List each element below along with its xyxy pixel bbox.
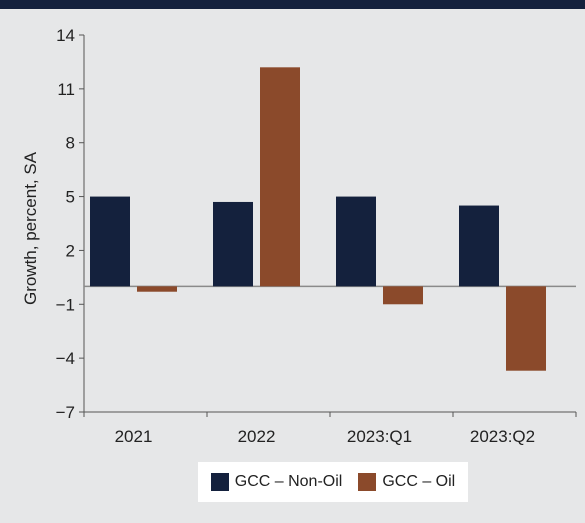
y-tick-label: −4 bbox=[56, 349, 75, 368]
y-tick-label: 5 bbox=[66, 188, 75, 207]
legend-item-non-oil: GCC – Non-Oil bbox=[210, 473, 343, 491]
y-tick-label: −7 bbox=[56, 403, 75, 422]
bar-oil-2021 bbox=[137, 286, 177, 292]
bar-non-oil-2023-q1 bbox=[336, 196, 376, 287]
y-tick-label: 8 bbox=[66, 134, 75, 153]
y-tick-label: −1 bbox=[56, 295, 75, 314]
x-tick-label: 2021 bbox=[115, 427, 153, 446]
x-tick-label: 2023:Q2 bbox=[470, 427, 535, 446]
legend: GCC – Non-Oil GCC – Oil bbox=[198, 462, 468, 502]
legend-label-oil: GCC – Oil bbox=[382, 473, 456, 490]
bar-oil-2022 bbox=[260, 67, 300, 287]
top-rule bbox=[0, 0, 585, 9]
y-axis-title: Growth, percent, SA bbox=[21, 151, 40, 305]
plot-area: 14 11 8 5 2 −1 −4 −7 2021 2022 2023:Q1 2023:Q2 bbox=[56, 26, 577, 446]
y-tick-label: 14 bbox=[56, 26, 75, 45]
y-tick-label: 2 bbox=[66, 241, 75, 260]
legend-item-oil: GCC – Oil bbox=[358, 473, 455, 491]
bar-non-oil-2023-q2 bbox=[459, 205, 499, 287]
legend-swatch-non-oil bbox=[210, 473, 229, 491]
bar-non-oil-2021 bbox=[90, 196, 130, 287]
legend-swatch-oil bbox=[358, 473, 377, 491]
bar-non-oil-2022 bbox=[213, 201, 253, 287]
bar-oil-2023-q2 bbox=[506, 286, 546, 371]
x-tick-label: 2022 bbox=[238, 427, 276, 446]
legend-label-non-oil: GCC – Non-Oil bbox=[234, 473, 343, 490]
bar-oil-2023-q1 bbox=[383, 286, 423, 305]
y-tick-label: 11 bbox=[57, 80, 75, 99]
x-tick-label: 2023:Q1 bbox=[347, 427, 412, 446]
